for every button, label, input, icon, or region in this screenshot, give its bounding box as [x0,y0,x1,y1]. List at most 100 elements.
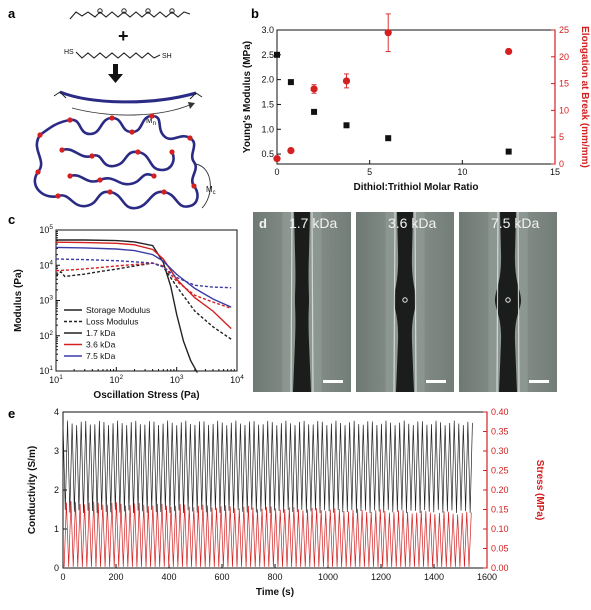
panel-b-letter: b [251,6,259,21]
elongation-point [505,47,513,56]
scale-bar [529,380,549,383]
y2-tick-label: 15 [559,79,569,89]
y-tick-label: 1.5 [261,99,274,109]
x-tick-label: 10 [457,167,467,177]
y2-tick-label: 0.25 [491,466,509,476]
fiber-edge-highlight [496,212,499,393]
bead-highlight [505,297,511,303]
y2-tick-label: 0.40 [491,407,509,417]
panel-d-letter: d [259,216,267,231]
micrograph-label: 1.7 kDa [289,215,337,231]
y-tick-label: 101 [39,365,53,376]
loss-modulus-line [55,262,232,309]
y2-tick-label: 0.30 [491,446,509,456]
x-tick-label: 104 [230,374,244,385]
x-tick-label: 1400 [424,572,444,582]
x-tick-label: 600 [214,572,229,582]
y2-tick-label: 10 [559,105,569,115]
thiol-label-left: HS [64,49,74,56]
reaction-arrow-icon [108,64,123,83]
x-tick-label: 0 [274,167,279,177]
y2-axis-label: Elongation at Break (mm/mm) [579,26,590,168]
fiber-edge-highlight [414,212,417,393]
micrograph-frame: 7.5 kDa [459,212,557,393]
y-tick-label: 103 [39,295,53,306]
x-axis-label: Oscillation Stress (Pa) [93,390,199,401]
x-tick-label: 800 [267,572,282,582]
y-tick-label: 3.0 [261,25,274,35]
modulus-point [274,51,280,58]
panel-a-letter: a [8,6,16,21]
y2-tick-label: 0.10 [491,524,509,534]
storage-modulus-line [56,239,198,373]
mn-bracket-arrow [71,103,193,116]
y2-tick-label: 20 [559,52,569,62]
linear-chain [59,90,197,104]
y2-tick-label: 25 [559,25,569,35]
y-tick-label: 0 [54,563,59,573]
micrograph-label: 3.6 kDa [388,215,436,231]
y-axis-label: Young's Modulus (MPa) [242,41,253,153]
x-tick-label: 102 [110,374,124,385]
x-tick-label: 1200 [371,572,391,582]
x-axis-label: Dithiol:Trithiol Molar Ratio [354,182,479,193]
plus-sign: + [118,26,129,46]
y-tick-label: 102 [39,330,53,341]
thiol-label-right: SH [162,53,172,60]
panel-d-micrographs: 1.7 kDa 3.6 kDa 7.5 kDa d [253,212,557,393]
x-axis-label: Time (s) [256,587,294,598]
y-tick-label: 104 [39,259,53,270]
y-tick-label: 105 [39,224,53,235]
x-tick-label: 103 [170,374,184,385]
x-tick-label: 0 [60,572,65,582]
y2-tick-label: 0.15 [491,505,509,515]
storage-modulus-line [55,246,232,308]
y2-tick-label: 0 [559,159,564,169]
y-tick-label: 4 [54,407,59,417]
liquid-metal-fiber [293,212,311,392]
fiber-edge-highlight [393,212,396,393]
y-tick-label: 1.0 [261,124,274,134]
ether-oxygen-marks [97,8,175,14]
legend-label: 7.5 kDa [86,351,116,361]
x-tick-label: 1000 [318,572,338,582]
panel-e-letter: e [8,406,15,421]
y2-tick-label: 0.35 [491,427,509,437]
y-tick-label: 0.5 [261,149,274,159]
legend-label: 1.7 kDa [86,328,116,338]
modulus-point [343,122,350,129]
y-axis-label: Modulus (Pa) [13,269,24,332]
micrograph-label: 7.5 kDa [491,215,539,231]
legend-label: Loss Modulus [86,317,138,327]
elongation-point [342,77,351,85]
loss-modulus-line [55,258,232,289]
panel-e-chart: e 0 200 400 600 800 1000 1200 1400 1600 0 1 2 3 4 0.00… [8,406,545,598]
y-axis-label: Conductivity (S/m) [27,446,38,534]
x-tick-label: 1600 [477,572,497,582]
fiber-edge-highlight [517,212,520,393]
x-tick-label: 15 [550,167,560,177]
x-tick-label: 5 [367,167,372,177]
conductivity-line [62,420,473,514]
panel-c-chart: c 101 102 103 104 101 102 103 104 105 Oscillation… [8,212,244,401]
x-tick-label: 101 [49,374,63,385]
stress-line [63,501,472,567]
y-tick-label: 3 [54,446,59,456]
polymer-network [33,114,199,210]
mc-bracket [195,163,211,209]
loss-modulus-line [55,262,232,340]
micrograph-frame: 3.6 kDa [356,212,454,393]
mn-arrow-head [188,102,195,109]
mn-label: Mn [146,116,156,127]
crosslink-points [35,113,197,199]
storage-modulus-line [55,241,232,330]
modulus-point [385,135,392,142]
y2-tick-label: 0.05 [491,544,509,554]
modulus-point [287,79,294,86]
modulus-point [505,148,512,155]
x-tick-label: 400 [161,572,176,582]
fiber-edge-highlight [290,212,293,393]
micrograph-frame: 1.7 kDa [253,212,351,393]
panel-c-letter: c [8,212,15,227]
scale-bar [426,380,446,383]
